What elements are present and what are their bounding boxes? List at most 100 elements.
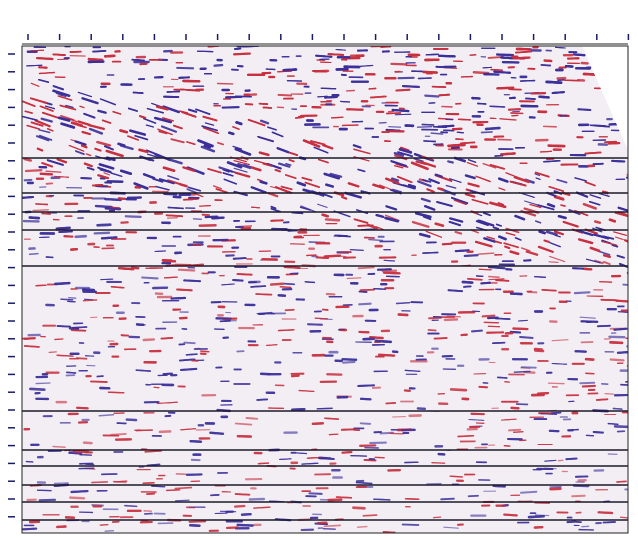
trace-segment — [125, 418, 138, 422]
trace-segment — [88, 127, 104, 135]
trace-segment — [203, 144, 212, 149]
trace-segment — [438, 54, 456, 58]
trace-segment — [596, 324, 611, 328]
trace-segment — [524, 200, 540, 206]
trace-segment — [270, 219, 284, 222]
trace-segment — [449, 388, 468, 392]
trace-segment — [535, 220, 542, 224]
trace-segment — [200, 350, 210, 353]
trace-segment — [513, 370, 531, 373]
trace-segment — [110, 432, 127, 436]
trace-segment — [438, 93, 451, 97]
trace-segment — [301, 462, 319, 465]
trace-segment — [480, 131, 493, 134]
trace-segment — [330, 116, 344, 119]
trace-segment — [518, 319, 528, 322]
trace-segment — [38, 129, 51, 134]
trace-segment — [487, 275, 500, 279]
trace-segment — [604, 140, 618, 144]
trace-segment — [59, 94, 67, 98]
trace-segment — [279, 458, 292, 460]
trace-segment — [477, 102, 487, 105]
trace-segment — [175, 499, 190, 502]
trace-segment — [543, 59, 553, 63]
trace-segment — [308, 492, 323, 495]
trace-segment — [384, 214, 400, 222]
trace-segment — [440, 497, 455, 501]
trace-segment — [557, 214, 567, 220]
trace-segment — [324, 95, 338, 99]
trace-segment — [52, 53, 66, 56]
trace-segment — [390, 177, 400, 182]
trace-segment — [277, 93, 293, 97]
trace-segment — [616, 351, 628, 354]
trace-segment — [234, 422, 253, 426]
trace-segment — [291, 407, 306, 411]
trace-segment — [327, 53, 345, 56]
trace-segment — [341, 451, 353, 454]
trace-segment — [35, 382, 51, 385]
trace-segment — [341, 124, 359, 127]
trace-segment — [167, 206, 184, 210]
trace-segment — [463, 254, 479, 257]
trace-segment — [369, 95, 387, 99]
trace-segment — [395, 88, 411, 92]
trace-segment — [443, 318, 459, 322]
trace-segment — [555, 46, 566, 49]
trace-segment — [36, 57, 54, 61]
trace-segment — [22, 195, 34, 199]
trace-segment — [496, 86, 515, 90]
trace-segment — [478, 268, 492, 271]
trace-segment — [199, 205, 211, 207]
trace-segment — [536, 391, 550, 395]
trace-segment — [74, 234, 87, 239]
trace-segment — [457, 118, 472, 121]
trace-segment — [430, 132, 444, 135]
trace-segment — [433, 337, 448, 340]
trace-segment — [417, 77, 432, 80]
trace-segment — [104, 207, 122, 211]
trace-segment — [447, 160, 454, 164]
trace-segment — [141, 276, 159, 280]
trace-segment — [300, 205, 317, 213]
trace-segment — [480, 281, 491, 285]
trace-segment — [38, 498, 57, 502]
trace-segment — [259, 180, 268, 185]
trace-segment — [604, 392, 615, 395]
trace-segment — [602, 254, 611, 258]
trace-segment — [368, 87, 377, 90]
trace-segment — [183, 279, 201, 283]
trace-segment — [165, 214, 184, 218]
trace-segment — [144, 450, 162, 453]
trace-segment — [28, 252, 39, 256]
trace-segment — [41, 212, 51, 215]
trace-segment — [146, 492, 156, 495]
trace-segment — [279, 286, 292, 289]
trace-segment — [55, 226, 71, 230]
trace-segment — [538, 230, 546, 235]
seismic-traces — [22, 46, 628, 533]
trace-segment — [225, 95, 243, 99]
trace-segment — [253, 506, 271, 509]
trace-segment — [454, 249, 470, 253]
trace-segment — [582, 72, 598, 76]
trace-segment — [417, 180, 432, 188]
trace-segment — [96, 223, 112, 227]
trace-segment — [551, 91, 565, 95]
trace-segment — [520, 247, 531, 252]
trace-segment — [547, 382, 565, 385]
trace-segment — [151, 485, 166, 488]
trace-segment — [166, 401, 178, 404]
trace-segment — [82, 299, 98, 302]
trace-segment — [595, 398, 609, 401]
trace-segment — [110, 286, 125, 289]
trace-segment — [362, 514, 378, 517]
trace-segment — [188, 520, 207, 523]
trace-segment — [445, 184, 457, 189]
trace-segment — [548, 261, 559, 263]
trace-segment — [35, 284, 47, 287]
trace-segment — [395, 301, 411, 305]
trace-segment — [584, 151, 602, 155]
trace-segment — [26, 64, 43, 67]
trace-segment — [600, 298, 618, 302]
